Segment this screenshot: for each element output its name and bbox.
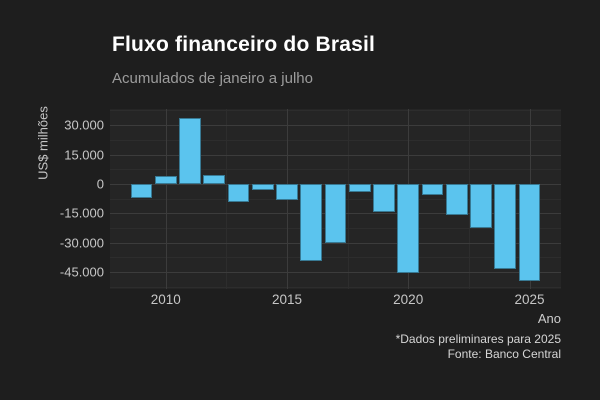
x-tick-label-2010: 2010 <box>150 292 181 307</box>
bar-2013 <box>227 183 250 203</box>
gridline-v-minor <box>347 109 349 289</box>
bar-2023 <box>470 183 492 228</box>
x-axis-tick-labels: 2010 2015 2020 2025 <box>110 292 561 310</box>
gridline-h-major <box>110 154 561 156</box>
x-tick-label-2025: 2025 <box>514 292 545 307</box>
bar-2016 <box>300 183 323 262</box>
y-tick-label-30000: 30.000 <box>64 117 104 133</box>
chart-panel <box>110 109 561 289</box>
gridline-h-minor <box>110 139 561 141</box>
bar-2024 <box>494 183 517 270</box>
bar-2019 <box>373 183 395 213</box>
caption-line-2: Fonte: Banco Central <box>447 346 561 361</box>
bar-2021 <box>421 183 444 195</box>
y-tick-label-15000: 15.000 <box>64 147 104 162</box>
y-tick-label--45000: -45.000 <box>59 264 104 280</box>
gridline-h-minor <box>110 169 561 171</box>
gridline-h-minor <box>110 286 561 288</box>
x-tick-label-2020: 2020 <box>393 292 424 307</box>
bar-2025 <box>518 183 541 281</box>
gridline-v-minor <box>468 109 470 289</box>
gridline-h-major <box>110 125 561 127</box>
caption: *Dados preliminares para 2025 Fonte: Ban… <box>396 332 561 361</box>
y-tick-label-0: 0 <box>96 176 104 192</box>
gridline-v-major <box>165 109 167 289</box>
x-axis-title: Ano <box>537 311 561 326</box>
gridline-h-minor <box>110 110 561 112</box>
bar-2017 <box>324 183 347 243</box>
y-axis-tick-labels: 30.000 15.000 0 -15.000 -30.000 -45.000 <box>0 109 104 289</box>
bar-2011 <box>179 118 201 184</box>
gridline-h-minor <box>110 257 561 259</box>
gridline-h-major <box>110 242 561 244</box>
bar-2022 <box>445 183 468 216</box>
y-tick-label--15000: -15.000 <box>59 205 104 221</box>
bar-2009 <box>130 183 153 198</box>
bar-2012 <box>203 175 226 184</box>
caption-line-1: *Dados preliminares para 2025 <box>395 332 561 346</box>
bar-2018 <box>348 183 371 192</box>
gridline-v-minor <box>226 109 228 289</box>
y-tick-label--30000: -30.000 <box>59 235 104 251</box>
page-title: Fluxo financeiro do Brasil <box>112 33 376 56</box>
bar-2015 <box>276 183 298 200</box>
page-subtitle: Acumulados de janeiro a julho <box>112 70 313 87</box>
x-tick-label-2015: 2015 <box>271 292 303 307</box>
bar-2010 <box>154 176 177 184</box>
bar-2020 <box>397 183 420 274</box>
gridline-h-major <box>110 272 561 274</box>
bar-2014 <box>251 183 274 190</box>
